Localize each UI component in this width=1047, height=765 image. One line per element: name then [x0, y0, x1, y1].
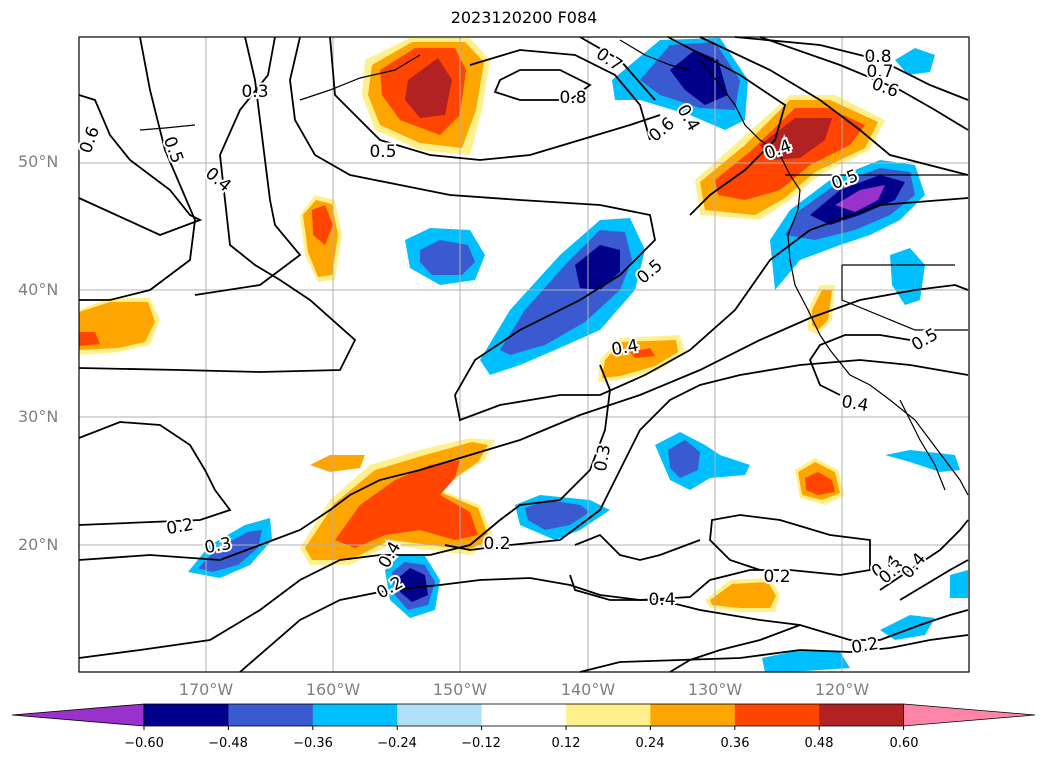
positive-anomaly	[310, 455, 365, 472]
contour-label: 0.2	[483, 534, 510, 554]
colorbar-segment	[566, 704, 651, 726]
contour-label: 0.7	[592, 44, 626, 76]
colorbar-tick: −0.36	[293, 736, 333, 751]
negative-anomaly	[880, 615, 935, 640]
negative-anomaly	[762, 650, 850, 672]
lon-label-130w: 130°W	[687, 680, 743, 699]
positive-anomaly	[79, 302, 155, 350]
contour-label: 0.7	[866, 62, 893, 82]
negative-anomaly	[885, 450, 960, 472]
colorbar-tick: 0.48	[804, 736, 834, 751]
negative-anomaly	[890, 248, 925, 305]
lat-label-40n: 40°N	[18, 280, 59, 299]
negative-anomaly	[895, 48, 935, 75]
contour-label: 0.6	[76, 124, 104, 156]
colorbar-tick: −0.12	[461, 736, 501, 751]
colorbar-tick: 0.60	[889, 736, 919, 751]
colorbar-frame	[143, 703, 904, 727]
positive-anomaly	[630, 348, 655, 358]
colorbar-segment	[734, 704, 820, 726]
positive-anomaly	[312, 205, 333, 245]
negative-anomaly	[575, 245, 620, 290]
lon-label-140w: 140°W	[560, 680, 616, 699]
colorbar-tick: −0.60	[124, 736, 164, 751]
colorbar-extend-low	[11, 703, 145, 727]
positive-anomaly	[79, 332, 100, 346]
contour-label: 0.5	[159, 134, 187, 166]
contours	[78, 36, 969, 673]
negative-anomaly	[398, 568, 428, 602]
colorbar-tick: −0.24	[377, 736, 417, 751]
shaded-fields	[79, 38, 968, 672]
contour-label: 0.2	[850, 634, 880, 658]
negative-anomaly	[835, 185, 885, 212]
colorbar-tick: −0.48	[208, 736, 248, 751]
negative-anomaly	[198, 530, 262, 572]
colorbar-segment	[397, 704, 483, 726]
colorbar-segment	[819, 704, 905, 726]
lat-label-20n: 20°N	[18, 535, 59, 554]
contour-label: 0.2	[763, 567, 790, 587]
positive-anomaly	[812, 290, 832, 330]
contour-label: 0.8	[559, 88, 586, 108]
negative-anomaly	[420, 240, 475, 275]
map-title: 2023120200 F084	[450, 8, 598, 27]
contour-label: 0.3	[241, 82, 268, 102]
lon-label-160w: 160°W	[305, 680, 361, 699]
positive-anomaly	[602, 340, 678, 378]
colorbar-extend-high	[903, 703, 1036, 727]
colorbar-segment	[312, 704, 398, 726]
colorbar-segment	[228, 704, 314, 726]
negative-anomaly	[525, 500, 590, 530]
colorbar-tick: 0.12	[551, 736, 581, 751]
positive-anomaly	[405, 58, 452, 118]
negative-anomaly	[668, 440, 700, 478]
contour-label: 0.4	[840, 392, 870, 416]
colorbar-segment	[144, 704, 229, 726]
contour-label: 0.6	[869, 74, 901, 102]
positive-anomaly	[335, 460, 478, 548]
colorbar-segment	[481, 704, 567, 726]
colorbar-tick: 0.24	[635, 736, 665, 751]
colorbar-segment	[650, 704, 736, 726]
colorbar	[11, 703, 1036, 730]
contour-label: 0.4	[898, 549, 931, 583]
contour-label: 0.8	[864, 47, 891, 67]
positive-anomaly	[710, 582, 776, 608]
negative-anomaly	[950, 570, 968, 598]
negative-anomaly	[670, 50, 728, 105]
positive-anomaly	[760, 118, 832, 160]
contour-label: 0.3	[591, 443, 615, 473]
lon-label-150w: 150°W	[432, 680, 488, 699]
colorbar-tick: 0.36	[720, 736, 750, 751]
lon-label-170w: 170°W	[178, 680, 234, 699]
plot-frame	[78, 36, 970, 673]
graticule	[79, 37, 969, 672]
lat-label-30n: 30°N	[18, 407, 59, 426]
contour-label: 0.5	[369, 142, 396, 162]
contour-label: 0.2	[165, 515, 195, 539]
positive-anomaly	[805, 472, 835, 495]
contour-label: 0.4	[648, 590, 675, 610]
lat-label-50n: 50°N	[18, 152, 59, 171]
lon-label-120w: 120°W	[814, 680, 870, 699]
